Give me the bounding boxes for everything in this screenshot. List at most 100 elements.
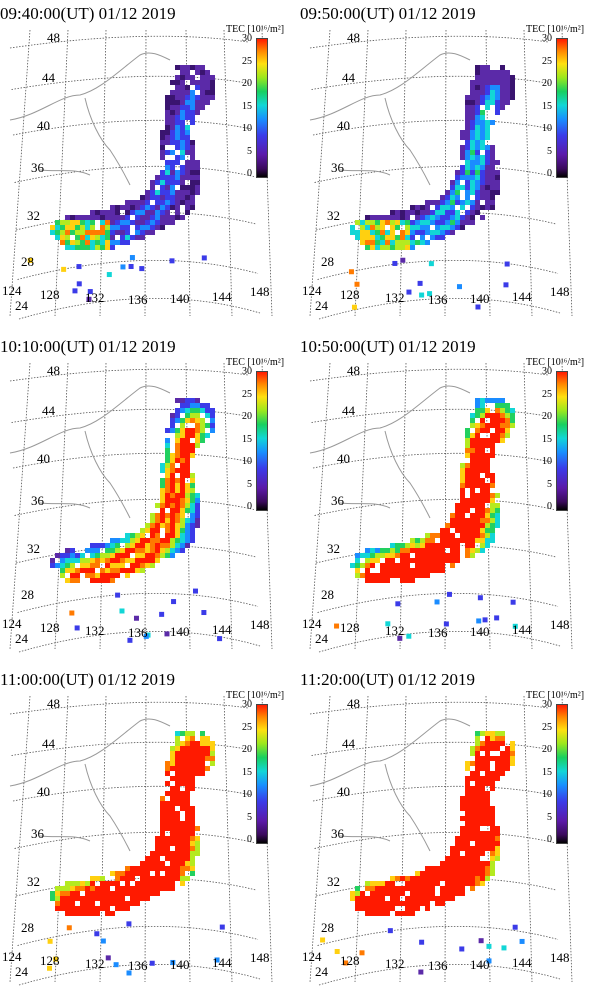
tec-cell xyxy=(175,478,180,483)
tec-cell xyxy=(495,433,500,438)
tec-cell xyxy=(505,90,510,95)
tec-cell xyxy=(460,463,465,468)
tec-cell xyxy=(460,881,465,886)
tec-cell xyxy=(460,130,465,135)
tec-cell xyxy=(430,891,435,896)
tec-cell xyxy=(380,548,385,553)
tec-cell xyxy=(485,806,490,811)
latitude-label: 24 xyxy=(15,298,28,313)
tec-cell xyxy=(510,741,515,746)
tec-cell xyxy=(510,746,515,751)
tec-cell xyxy=(140,195,145,200)
tec-cell xyxy=(490,806,495,811)
tec-cell xyxy=(195,851,200,856)
tec-cell xyxy=(445,876,450,881)
tec-cell xyxy=(500,100,505,105)
tec-cell xyxy=(180,831,185,836)
tec-cell xyxy=(190,816,195,821)
tec-cell xyxy=(455,185,460,190)
tec-cell xyxy=(175,766,180,771)
colorbar-label: TEC [10¹⁶/m²] xyxy=(526,357,585,368)
latitude-line xyxy=(318,630,561,653)
tec-cell xyxy=(486,958,492,964)
tec-cell xyxy=(395,220,400,225)
tec-cell xyxy=(110,230,115,235)
tec-cell xyxy=(490,781,495,786)
tec-cell xyxy=(490,175,495,180)
tec-cell xyxy=(485,538,490,543)
tec-cell xyxy=(155,851,160,856)
tec-cell xyxy=(470,135,475,140)
latitude-label: 28 xyxy=(21,920,34,935)
tec-cell xyxy=(185,751,190,756)
tec-cell xyxy=(115,906,120,911)
tec-cell xyxy=(480,756,485,761)
tec-cell xyxy=(140,543,145,548)
tec-cell xyxy=(455,195,460,200)
tec-cell xyxy=(395,543,400,548)
tec-cell xyxy=(485,776,490,781)
tec-cell xyxy=(470,110,475,115)
tec-cell xyxy=(395,901,400,906)
tec-cell xyxy=(500,438,505,443)
tec-cell xyxy=(135,563,140,568)
tec-cell xyxy=(485,170,490,175)
tec-cell xyxy=(160,493,165,498)
tec-cell xyxy=(470,518,475,523)
tec-cell xyxy=(170,553,175,558)
tec-cell xyxy=(495,190,500,195)
tec-cell xyxy=(170,468,175,473)
tec-cell xyxy=(365,220,370,225)
tec-cell xyxy=(475,761,480,766)
tec-cell xyxy=(385,906,390,911)
colorbar-tick: 15 xyxy=(542,766,552,778)
tec-cell xyxy=(375,548,380,553)
tec-cell xyxy=(475,736,480,741)
tec-cell xyxy=(485,90,490,95)
latitude-line xyxy=(11,75,251,90)
tec-cell xyxy=(150,558,155,563)
tec-cell xyxy=(190,523,195,528)
tec-cell xyxy=(125,866,130,871)
tec-cell xyxy=(480,876,485,881)
tec-cell xyxy=(130,205,135,210)
tec-cell xyxy=(110,896,115,901)
tec-cell xyxy=(485,821,490,826)
tec-cell xyxy=(375,215,380,220)
tec-cell xyxy=(485,453,490,458)
tec-cell xyxy=(80,563,85,568)
tec-cell xyxy=(385,240,390,245)
tec-cell xyxy=(115,568,120,573)
tec-cell xyxy=(425,891,430,896)
tec-cell xyxy=(380,573,385,578)
tec-cell xyxy=(170,959,176,965)
tec-cell xyxy=(495,513,500,518)
tec-cell xyxy=(185,398,190,403)
tec-cell xyxy=(195,403,200,408)
tec-cell xyxy=(170,100,175,105)
tec-cell xyxy=(190,200,195,205)
tec-cell xyxy=(365,225,370,230)
tec-cell xyxy=(185,443,190,448)
tec-cell xyxy=(175,468,180,473)
tec-cell xyxy=(455,225,460,230)
tec-cell xyxy=(475,513,480,518)
tec-cell xyxy=(155,210,160,215)
tec-cell xyxy=(425,210,430,215)
colorbar xyxy=(256,704,268,844)
tec-cell xyxy=(375,230,380,235)
tec-cell xyxy=(180,443,185,448)
tec-cell xyxy=(460,165,465,170)
tec-cell xyxy=(85,886,90,891)
tec-cell xyxy=(190,95,195,100)
tec-cell xyxy=(465,105,470,110)
tec-cell xyxy=(465,791,470,796)
latitude-line xyxy=(318,963,561,986)
tec-cells xyxy=(47,731,225,976)
tec-cell xyxy=(185,508,190,513)
tec-cell xyxy=(60,230,65,235)
tec-cell xyxy=(485,766,490,771)
tec-cell xyxy=(415,896,420,901)
tec-cell xyxy=(505,70,510,75)
tec-cell xyxy=(415,573,420,578)
